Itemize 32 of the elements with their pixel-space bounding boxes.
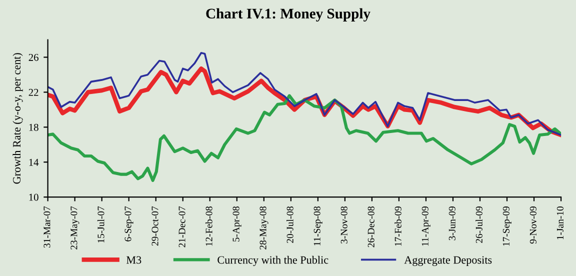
x-tick-label: 17-Feb-09 bbox=[394, 206, 402, 246]
y-tick-label: 26 bbox=[28, 54, 38, 61]
x-tick-label: 26-Dec-08 bbox=[368, 206, 374, 248]
x-tick-label: 20-Jul-08 bbox=[286, 206, 294, 243]
x-tick-label: 17-Sep-09 bbox=[502, 206, 512, 246]
chart-title: Chart IV.1: Money Supply bbox=[206, 8, 370, 22]
y-axis-title: Growth Rate (y-o-y, per cent) bbox=[12, 53, 23, 184]
legend-label: Currency with the Public bbox=[218, 256, 328, 266]
y-tick-label: 14 bbox=[29, 158, 39, 166]
x-tick-label: 1-Jan-10 bbox=[556, 206, 564, 240]
legend-label: M3 bbox=[126, 256, 142, 264]
y-tick-label: 10 bbox=[29, 194, 38, 201]
x-tick-label: 23-May-07 bbox=[70, 206, 80, 250]
x-tick-label: 15-Jul-07 bbox=[97, 206, 104, 242]
legend-label: Aggregate Deposits bbox=[404, 256, 492, 266]
line-series bbox=[48, 52, 562, 136]
x-tick-label: 28-May-08 bbox=[260, 206, 268, 250]
y-tick-label: 22 bbox=[28, 88, 38, 96]
x-tick-label: 9-Nov-09 bbox=[530, 206, 536, 244]
x-tick-label: 11-Sep-08 bbox=[314, 206, 322, 246]
x-tick-label: 3-Jun-09 bbox=[448, 206, 456, 240]
x-tick-label: 31-Mar-07 bbox=[44, 206, 50, 248]
x-tick-label: 12-Feb-08 bbox=[205, 206, 212, 246]
x-tick-label: 26-Jul-09 bbox=[476, 206, 482, 243]
x-tick-label: 6-Sep-07 bbox=[124, 206, 134, 242]
x-tick-label: 5-Apr-08 bbox=[232, 206, 242, 242]
x-tick-label: 21-Dec-07 bbox=[178, 206, 186, 248]
x-tick-label: 11-Apr-09 bbox=[422, 206, 430, 246]
x-tick-label: 3-Nov-08 bbox=[340, 206, 348, 244]
x-tick-label: 29-Oct-07 bbox=[152, 206, 158, 246]
line-series bbox=[48, 94, 562, 182]
y-tick-label: 18 bbox=[29, 124, 38, 131]
